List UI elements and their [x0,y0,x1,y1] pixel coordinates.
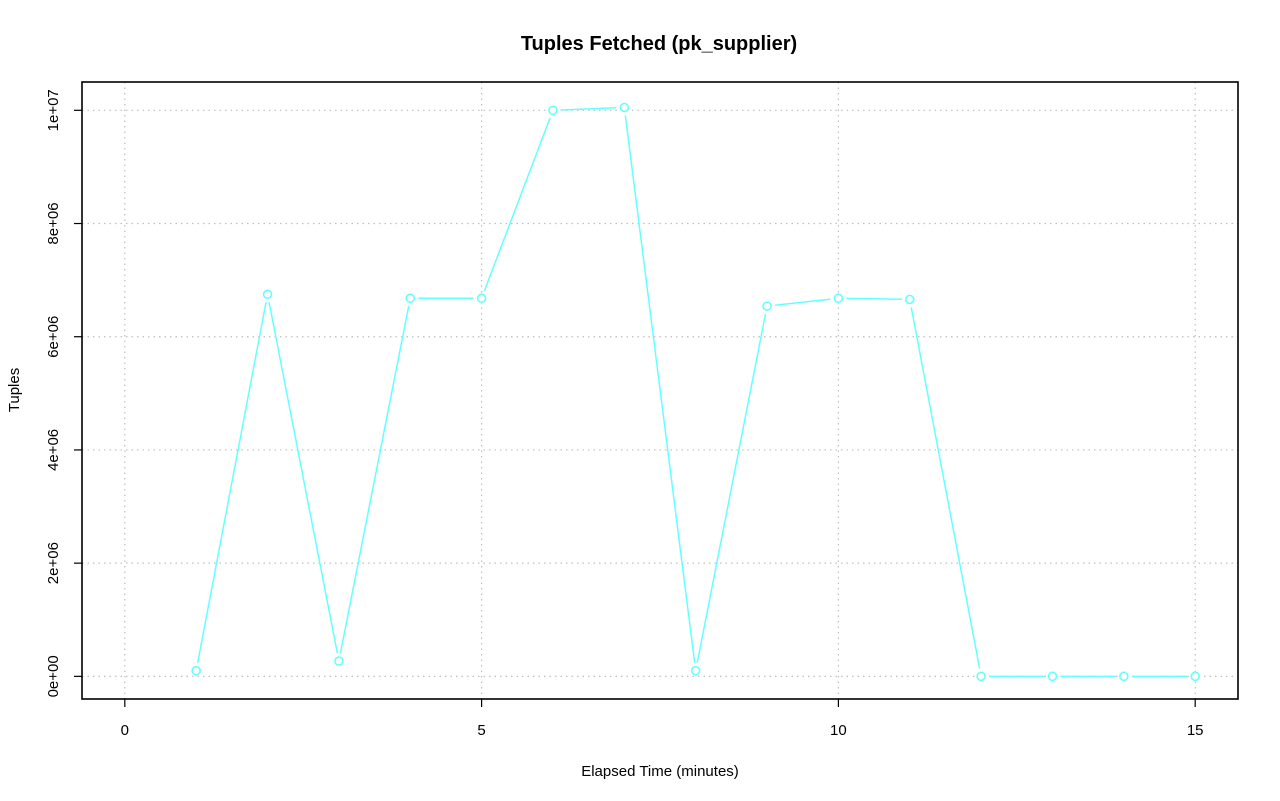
x-axis: 0 5 10 15 [121,699,1204,739]
series-line-segment [624,115,696,663]
y-axis-label: Tuples [6,368,23,412]
data-point [904,294,915,305]
data-point [191,665,201,676]
data-point [548,105,558,116]
data-point [405,293,416,304]
plot-frame [81,81,1239,700]
y-tick-label: 1e+07 [45,89,62,131]
chart-title: Tuples Fetched (pk_supplier) [521,33,797,55]
data-point [1047,671,1058,682]
y-tick-label: 6e+06 [45,316,62,358]
y-tick-label: 2e+06 [45,542,62,584]
data-point [1190,671,1200,682]
grid-lines [82,82,1238,699]
series-line-segment [560,107,617,111]
series-line-segment [268,301,339,654]
series-line-segment [910,307,981,669]
data-point [690,665,701,676]
series-line-segment [696,313,767,663]
y-tick-label: 4e+06 [45,429,62,471]
series-line-segment [846,297,902,300]
series-line-segment [483,117,551,292]
data-point [762,301,772,311]
x-tick-label: 10 [830,722,847,739]
x-axis-label: Elapsed Time (minutes) [581,763,739,780]
data-point [476,293,487,304]
data-point [1119,671,1129,682]
y-tick-label: 8e+06 [45,202,62,244]
data-point [619,102,630,113]
data-point [833,293,844,304]
data-point [976,671,986,682]
y-axis: 0e+00 2e+06 4e+06 6e+06 8e+06 1e+07 [45,89,82,697]
series-line-segment [774,298,831,307]
series-line-segment [196,301,267,663]
series-line-segment [339,305,410,654]
y-tick-label: 0e+00 [45,655,62,697]
x-tick-label: 15 [1187,722,1204,739]
x-tick-label: 0 [121,722,129,739]
data-point [262,289,273,300]
data-point [334,656,344,666]
x-tick-label: 5 [477,722,485,739]
series-layer [191,102,1200,682]
